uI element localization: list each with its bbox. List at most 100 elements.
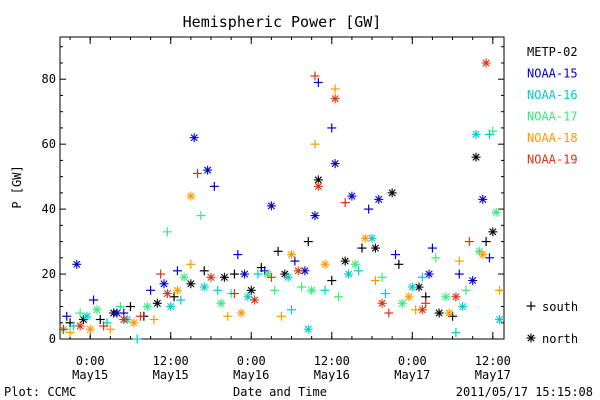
south-point [310, 71, 320, 81]
legend-entry: NOAA-15 [527, 67, 578, 81]
south-point [384, 308, 394, 318]
south-point [357, 243, 367, 253]
north-point [246, 285, 256, 295]
south-point [99, 321, 109, 331]
south-point [162, 227, 172, 237]
y-axis-label: P [GW] [10, 165, 24, 208]
south-point [333, 292, 343, 302]
north-point [417, 305, 427, 315]
north-point [387, 188, 397, 198]
south-point [421, 298, 431, 308]
north-point [303, 324, 313, 334]
x-axis-ticks: 0:00May1512:00May150:00May1612:00May160:… [69, 37, 511, 382]
plot-timestamp: 2011/05/17 15:15:08 [456, 385, 593, 399]
x-tick-label-time: 12:00 [153, 354, 189, 368]
x-tick-label-time: 12:00 [314, 354, 350, 368]
south-point [229, 269, 239, 279]
north-point [340, 256, 350, 266]
north-point [434, 308, 444, 318]
north-point [75, 321, 85, 331]
south-point [481, 237, 491, 247]
south-point [464, 237, 474, 247]
north-point [263, 269, 273, 279]
north-point [166, 302, 176, 312]
north-point [85, 324, 95, 334]
x-tick-label-date: May16 [314, 368, 350, 382]
y-axis-ticks: 0 20 40 60 80 [42, 46, 504, 346]
south-point [125, 302, 135, 312]
south-point [89, 295, 99, 305]
south-point [172, 266, 182, 276]
south-point [58, 324, 68, 334]
legend-north-label: north [542, 332, 578, 346]
north-point [370, 243, 380, 253]
plot-credit: Plot: CCMC [4, 385, 76, 399]
x-tick-label-date: May15 [153, 368, 189, 382]
south-point [136, 311, 146, 321]
south-point [454, 269, 464, 279]
south-point [340, 198, 350, 208]
south-point [303, 237, 313, 247]
south-point [327, 276, 337, 286]
north-point [344, 269, 354, 279]
x-tick-label-time: 0:00 [237, 354, 266, 368]
south-point [427, 243, 437, 253]
north-point [219, 272, 229, 282]
north-point [444, 308, 454, 318]
south-point [488, 126, 498, 136]
south-point [276, 311, 286, 321]
legend-entry: NOAA-17 [527, 110, 578, 124]
south-point [394, 259, 404, 269]
legend-south-marker [526, 301, 536, 311]
south-point [270, 285, 280, 295]
south-point [193, 168, 203, 178]
x-tick-label-date: May16 [233, 368, 269, 382]
south-point [391, 250, 401, 260]
north-point [330, 94, 340, 104]
south-point [354, 266, 364, 276]
south-point [199, 266, 209, 276]
north-point [360, 233, 370, 243]
north-point [347, 191, 357, 201]
south-point [169, 292, 179, 302]
north-point [119, 315, 129, 325]
south-point [223, 311, 233, 321]
legend-entry: NOAA-19 [527, 153, 578, 167]
north-point [159, 279, 169, 289]
north-point [491, 207, 501, 217]
north-point [186, 279, 196, 289]
north-point [112, 308, 122, 318]
south-point [233, 250, 243, 260]
north-point [377, 298, 387, 308]
north-point [216, 298, 226, 308]
x-tick-label-time: 0:00 [76, 354, 105, 368]
north-point [206, 272, 216, 282]
south-point [132, 334, 142, 344]
north-point [441, 292, 451, 302]
south-point [364, 204, 374, 214]
north-point [266, 201, 276, 211]
legend-north-marker [526, 333, 536, 343]
south-point [209, 181, 219, 191]
north-point [186, 191, 196, 201]
chart-title: Hemispheric Power [GW] [183, 13, 382, 31]
south-point [380, 289, 390, 299]
south-point [484, 253, 494, 263]
north-point [397, 298, 407, 308]
north-point [250, 295, 260, 305]
north-point [310, 211, 320, 221]
north-point [287, 250, 297, 260]
south-point [313, 77, 323, 87]
north-point [350, 259, 360, 269]
y-tick-label: 80 [42, 72, 56, 86]
south-point [310, 139, 320, 149]
north-point [179, 272, 189, 282]
south-point [65, 328, 75, 338]
north-point [471, 152, 481, 162]
south-point [461, 285, 471, 295]
north-point [293, 266, 303, 276]
x-axis-label: Date and Time [233, 385, 327, 399]
y-tick-label: 20 [42, 267, 56, 281]
south-point [273, 246, 283, 256]
